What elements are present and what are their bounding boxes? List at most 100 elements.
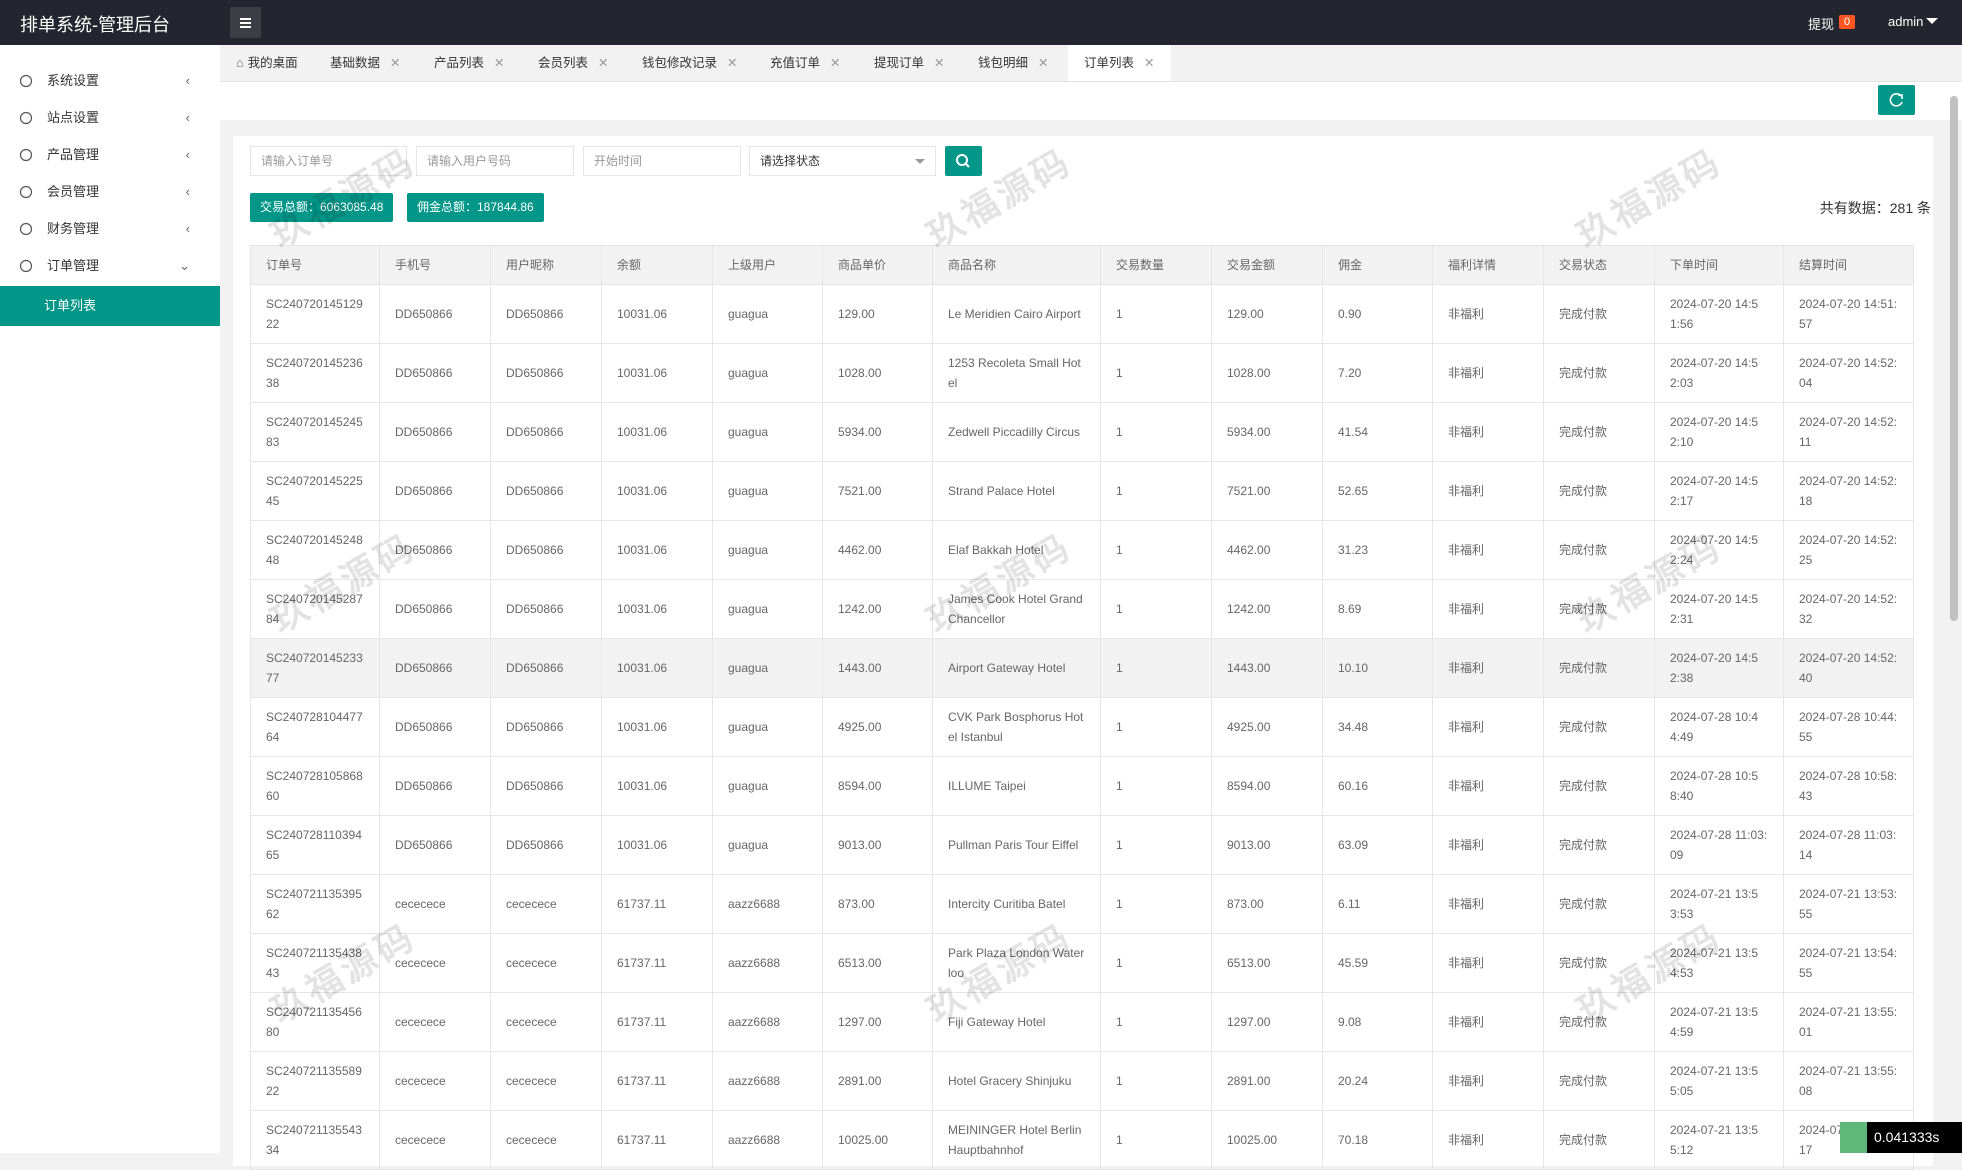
table-cell: 2024-07-20 14:52:04 bbox=[1783, 343, 1914, 403]
table-cell: 2024-07-21 13:54:59 bbox=[1654, 992, 1784, 1052]
table-cell: cececece bbox=[490, 1110, 602, 1170]
tab[interactable]: 产品列表 ✕ bbox=[434, 45, 505, 81]
sidebar-label: 财务管理 bbox=[47, 221, 100, 236]
caret bbox=[1926, 18, 1938, 30]
tab[interactable]: 基础数据 ✕ bbox=[330, 45, 401, 81]
total-amount[interactable]: 交易总额：6063085.48 bbox=[250, 193, 394, 222]
table-cell: guagua bbox=[712, 756, 823, 816]
tab-close[interactable]: ✕ bbox=[390, 56, 401, 70]
table-cell: cececece bbox=[490, 874, 602, 934]
table-cell: 1 bbox=[1100, 461, 1212, 521]
table-cell: Pullman Paris Tour Eiffel bbox=[932, 815, 1101, 875]
sidebar-item[interactable]: 订单管理 ⌄ bbox=[0, 247, 220, 284]
table-cell: 873.00 bbox=[1211, 874, 1323, 934]
table-cell: 1443.00 bbox=[822, 638, 933, 698]
sidebar-subitem[interactable]: 订单列表 bbox=[0, 286, 220, 326]
table-cell: Strand Palace Hotel bbox=[932, 461, 1101, 521]
table-cell: 2024-07-21 13:53:53 bbox=[1654, 874, 1784, 934]
withdraw-link[interactable]: 提现 bbox=[1808, 17, 1835, 32]
table-cell: 2024-07-28 10:58:43 bbox=[1783, 756, 1914, 816]
table-cell: DD650866 bbox=[379, 638, 491, 698]
table-cell: SC24072113539562 bbox=[250, 874, 380, 934]
table-cell: 2024-07-20 14:52:03 bbox=[1654, 343, 1784, 403]
table-cell: 非福利 bbox=[1432, 992, 1544, 1052]
sidebar-item[interactable]: 站点设置 ‹ bbox=[0, 99, 220, 136]
tab-close[interactable]: ✕ bbox=[1144, 56, 1155, 70]
menu-toggle[interactable] bbox=[230, 7, 261, 38]
table-cell: 1 bbox=[1100, 697, 1212, 757]
table-cell: 完成付款 bbox=[1543, 933, 1655, 993]
table-cell: 63.09 bbox=[1322, 815, 1433, 875]
sidebar-item[interactable]: 产品管理 ‹ bbox=[0, 136, 220, 173]
table-row: SC24072113543843 cececece cececece 61737.11… bbox=[250, 933, 1914, 993]
time-input[interactable]: 开始时间 bbox=[583, 146, 741, 176]
table-cell: 非福利 bbox=[1432, 343, 1544, 403]
table-cell: 非福利 bbox=[1432, 461, 1544, 521]
table-cell: SC24072014528784 bbox=[250, 579, 380, 639]
scrollbar[interactable] bbox=[1950, 96, 1958, 621]
table-cell: 1253 Recoleta Small Hotel bbox=[932, 343, 1101, 403]
table-cell: Intercity Curitiba Batel bbox=[932, 874, 1101, 934]
table-cell: DD650866 bbox=[379, 520, 491, 580]
table-cell: 2024-07-21 13:55:08 bbox=[1783, 1051, 1914, 1111]
table-cell: SC24072113543843 bbox=[250, 933, 380, 993]
total-commission[interactable]: 佣金总额：187844.86 bbox=[407, 193, 544, 222]
table-cell: aazz6688 bbox=[712, 992, 823, 1052]
withdraw-badge: 0 bbox=[1839, 15, 1856, 29]
table-cell: 2024-07-20 14:52:25 bbox=[1783, 520, 1914, 580]
table-cell: 完成付款 bbox=[1543, 343, 1655, 403]
table-cell: 10031.06 bbox=[601, 461, 713, 521]
tab[interactable]: 钱包修改记录 ✕ bbox=[642, 45, 738, 81]
table-row: SC24072113545680 cececece cececece 61737.11… bbox=[250, 992, 1914, 1052]
table-cell: DD650866 bbox=[379, 756, 491, 816]
sidebar-arrow: ⌄ bbox=[179, 258, 190, 273]
sidebar-arrow: ‹ bbox=[185, 110, 190, 125]
tab-close[interactable]: ✕ bbox=[830, 56, 841, 70]
sidebar-arrow: ‹ bbox=[185, 147, 190, 162]
user-menu[interactable]: admin bbox=[1888, 14, 1924, 29]
table-cell: 8594.00 bbox=[822, 756, 933, 816]
sidebar-label: 系统设置 bbox=[47, 73, 100, 88]
tab-label: 会员列表 bbox=[538, 56, 589, 70]
tab[interactable]: 提现订单 ✕ bbox=[874, 45, 945, 81]
column-header: 余额 bbox=[601, 245, 713, 285]
tab-close[interactable]: ✕ bbox=[727, 56, 738, 70]
status-select[interactable]: 请选择状态 bbox=[749, 146, 936, 176]
tab[interactable]: 钱包明细 ✕ bbox=[978, 45, 1049, 81]
table-cell: cececece bbox=[490, 992, 602, 1052]
table-cell: 20.24 bbox=[1322, 1051, 1433, 1111]
tab-close[interactable]: ✕ bbox=[598, 56, 609, 70]
table-cell: 1 bbox=[1100, 402, 1212, 462]
sidebar-item[interactable]: 会员管理 ‹ bbox=[0, 173, 220, 210]
table-cell: 非福利 bbox=[1432, 284, 1544, 344]
user-input[interactable]: 请输入用户号码 bbox=[416, 146, 574, 176]
tab-label: 钱包明细 bbox=[978, 56, 1029, 70]
table-cell: DD650866 bbox=[490, 815, 602, 875]
tab-close[interactable]: ✕ bbox=[934, 56, 945, 70]
table-cell: 7521.00 bbox=[822, 461, 933, 521]
sidebar-item[interactable]: 财务管理 ‹ bbox=[0, 210, 220, 247]
order-input[interactable]: 请输入订单号 bbox=[250, 146, 407, 176]
table-cell: aazz6688 bbox=[712, 933, 823, 993]
tab[interactable]: ⌂ 我的桌面 bbox=[236, 56, 298, 70]
tab-close[interactable]: ✕ bbox=[494, 56, 505, 70]
refresh-button[interactable] bbox=[1878, 85, 1915, 115]
table-cell: 873.00 bbox=[822, 874, 933, 934]
column-header: 订单号 bbox=[250, 245, 380, 285]
order-table: 订单号 手机号 用户昵称 余额 上级用户 商品单价 商品名称 交易数量 交易金额 佣金 福利详情 交易… bbox=[250, 245, 1914, 1170]
table-cell: 2024-07-21 13:54:55 bbox=[1783, 933, 1914, 993]
table-cell: DD650866 bbox=[379, 815, 491, 875]
tab[interactable]: 订单列表 ✕ bbox=[1068, 45, 1171, 81]
tab[interactable]: 会员列表 ✕ bbox=[538, 45, 609, 81]
table-cell: 41.54 bbox=[1322, 402, 1433, 462]
column-header: 下单时间 bbox=[1654, 245, 1784, 285]
table-cell: 2024-07-21 13:55:12 bbox=[1654, 1110, 1784, 1170]
sidebar: 系统设置 ‹ 站点设置 ‹ 产品管理 ‹ 会员管理 ‹ 财务管理 ‹ 订单管理 ⌄ 订单列表 bbox=[0, 45, 220, 1153]
tab[interactable]: 充值订单 ✕ bbox=[770, 45, 841, 81]
tab-close[interactable]: ✕ bbox=[1038, 56, 1049, 70]
sidebar-item[interactable]: 系统设置 ‹ bbox=[0, 62, 220, 99]
table-cell: 2024-07-28 10:44:55 bbox=[1783, 697, 1914, 757]
table-cell: 10.10 bbox=[1322, 638, 1433, 698]
search-button[interactable] bbox=[945, 146, 982, 176]
table-cell: 2024-07-20 14:52:38 bbox=[1654, 638, 1784, 698]
